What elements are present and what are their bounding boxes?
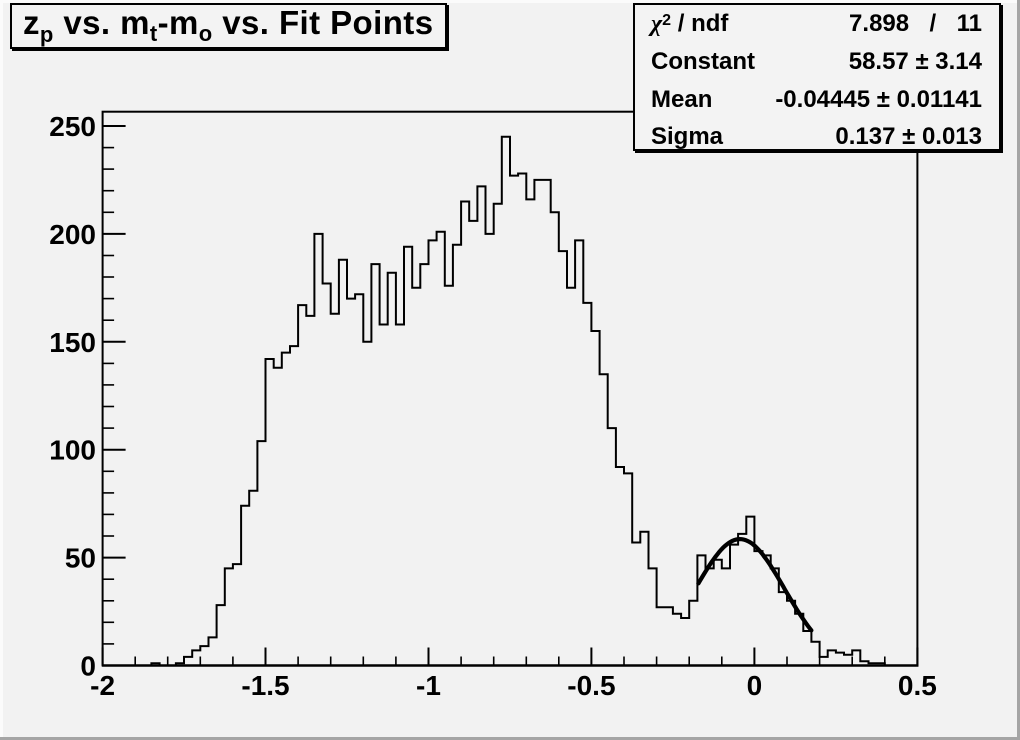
svg-text:200: 200: [49, 219, 96, 250]
svg-text:50: 50: [65, 543, 96, 574]
svg-text:100: 100: [49, 435, 96, 466]
svg-text:0: 0: [747, 670, 763, 701]
svg-text:-0.5: -0.5: [567, 670, 615, 701]
svg-text:150: 150: [49, 327, 96, 358]
svg-text:-2: -2: [90, 670, 115, 701]
svg-text:0.5: 0.5: [898, 670, 937, 701]
svg-text:-1.5: -1.5: [241, 670, 289, 701]
svg-text:250: 250: [49, 111, 96, 142]
svg-text:-1: -1: [416, 670, 441, 701]
svg-text:0: 0: [80, 651, 96, 682]
